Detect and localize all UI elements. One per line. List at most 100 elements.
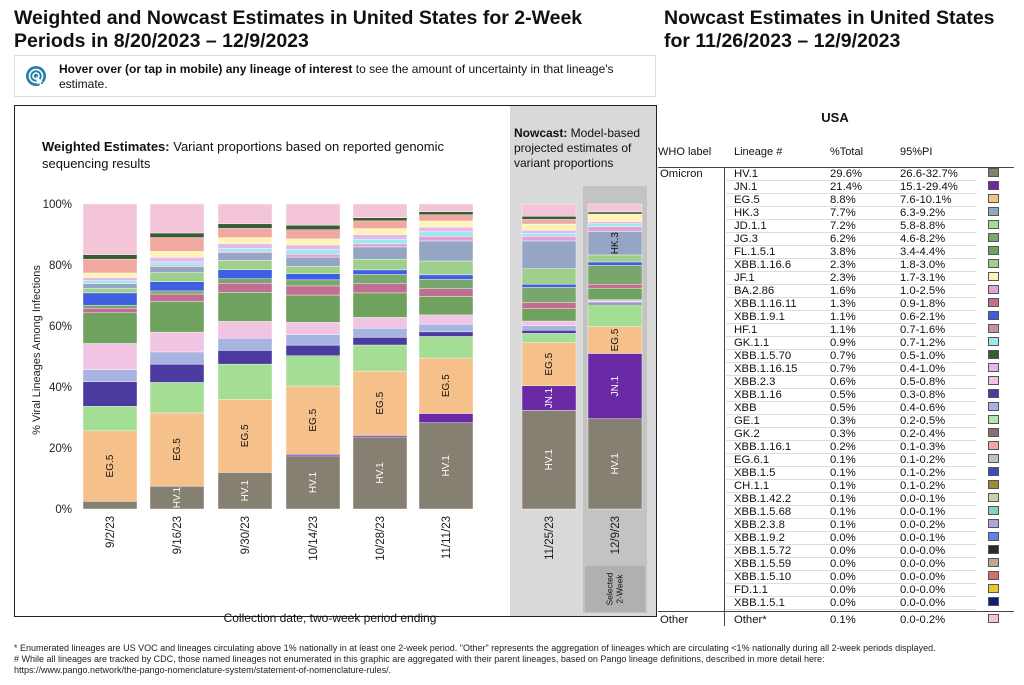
chart-frame <box>14 105 657 617</box>
table-row[interactable]: GE.1 0.3% 0.2-0.5% <box>658 415 1014 428</box>
table-row[interactable]: EG.6.1 0.1% 0.1-0.2% <box>658 454 1014 467</box>
table-row[interactable]: CH.1.1 0.1% 0.1-0.2% <box>658 480 1014 493</box>
table-row[interactable]: JD.1.1 7.2% 5.8-8.8% <box>658 220 1014 233</box>
bar-segment <box>82 292 138 306</box>
prediction-interval-cell: 0.4-1.0% <box>900 363 946 375</box>
bar-segment <box>149 272 205 282</box>
table-row[interactable]: JN.1 21.4% 15.1-29.4% <box>658 181 1014 194</box>
table-row[interactable]: XBB.1.16.15 0.7% 0.4-1.0% <box>658 363 1014 376</box>
table-row[interactable]: GK.2 0.3% 0.2-0.4% <box>658 428 1014 441</box>
table-row[interactable]: XBB.1.5.72 0.0% 0.0-0.0% <box>658 545 1014 558</box>
footnote-link[interactable]: https://www.pango.network/the-pango-nome… <box>14 665 392 675</box>
nowcast-label-bold: Nowcast: <box>514 126 568 140</box>
row-divider <box>726 440 976 441</box>
color-swatch <box>988 454 999 463</box>
bar-segment <box>352 239 408 245</box>
prediction-interval-cell: 0.1-0.2% <box>900 467 946 479</box>
bar-segment <box>521 236 577 242</box>
table-row[interactable]: XBB.2.3.8 0.1% 0.0-0.2% <box>658 519 1014 532</box>
prediction-interval-cell: 4.6-8.2% <box>900 233 946 245</box>
row-divider <box>726 193 976 194</box>
row-divider <box>726 570 976 571</box>
bar-segment <box>82 288 138 294</box>
bar-segment <box>217 363 273 400</box>
table-row[interactable]: GK.1.1 0.9% 0.7-1.2% <box>658 337 1014 350</box>
bar-segment <box>82 308 138 314</box>
table-row[interactable]: JG.3 6.2% 4.6-8.2% <box>658 233 1014 246</box>
bar-data-label: JN.1 <box>544 387 555 408</box>
row-divider <box>726 362 976 363</box>
table-column-divider <box>724 167 725 626</box>
table-row[interactable]: Omicron HV.1 29.6% 26.6-32.7% <box>658 168 1014 181</box>
table-row[interactable]: XBB.1.5.70 0.7% 0.5-1.0% <box>658 350 1014 363</box>
bar-segment <box>217 251 273 253</box>
table-row[interactable]: XBB.1.9.2 0.0% 0.0-0.1% <box>658 532 1014 545</box>
percent-total-cell: 0.0% <box>830 584 856 596</box>
percent-total-cell: 0.1% <box>830 614 856 626</box>
table-row[interactable]: FD.1.1 0.0% 0.0-0.0% <box>658 584 1014 597</box>
table-row[interactable]: XBB.1.5.59 0.0% 0.0-0.0% <box>658 558 1014 571</box>
table-row[interactable]: XBB.1.5.68 0.1% 0.0-0.1% <box>658 506 1014 519</box>
table-row[interactable]: HF.1 1.1% 0.7-1.6% <box>658 324 1014 337</box>
bar-segment <box>82 277 138 281</box>
table-row[interactable]: XBB.1.9.1 1.1% 0.6-2.1% <box>658 311 1014 324</box>
lineage-cell: XBB.1.5.59 <box>734 558 792 570</box>
bar-segment <box>521 302 577 309</box>
table-row[interactable]: EG.5 8.8% 7.6-10.1% <box>658 194 1014 207</box>
row-divider <box>726 349 976 350</box>
table-row[interactable]: Other Other* 0.1% 0.0-0.2% <box>658 614 1014 627</box>
bar-segment <box>418 413 474 423</box>
bar-segment <box>418 274 474 280</box>
x-tick-label: 9/30/23 <box>240 516 252 554</box>
table-row[interactable]: BA.2.86 1.6% 1.0-2.5% <box>658 285 1014 298</box>
table-row[interactable]: XBB.1.16.1 0.2% 0.1-0.3% <box>658 441 1014 454</box>
lineage-cell: XBB.1.5.10 <box>734 571 792 583</box>
row-divider <box>726 479 976 480</box>
bar-segment <box>418 240 474 262</box>
table-row[interactable]: XBB.1.16.6 2.3% 1.8-3.0% <box>658 259 1014 272</box>
prediction-interval-cell: 0.9-1.8% <box>900 298 946 310</box>
bar-segment <box>82 272 138 278</box>
bar-segment <box>587 226 643 232</box>
row-divider <box>726 453 976 454</box>
bar-segment <box>285 256 341 267</box>
table-row[interactable]: XBB.1.16.11 1.3% 0.9-1.8% <box>658 298 1014 311</box>
x-tick-label: 9/2/23 <box>105 516 117 548</box>
table-row[interactable]: XBB 0.5% 0.4-0.6% <box>658 402 1014 415</box>
bar-segment <box>352 317 408 329</box>
bar-segment <box>149 261 205 266</box>
percent-total-cell: 0.7% <box>830 350 856 362</box>
bar-segment <box>82 312 138 344</box>
lineage-cell: EG.5 <box>734 194 760 206</box>
row-divider <box>726 609 976 610</box>
prediction-interval-cell: 6.3-9.2% <box>900 207 946 219</box>
table-row[interactable]: HK.3 7.7% 6.3-9.2% <box>658 207 1014 220</box>
bar-segment <box>149 382 205 414</box>
prediction-interval-cell: 0.1-0.3% <box>900 441 946 453</box>
bar-segment <box>587 301 643 304</box>
bar-segment <box>418 331 474 337</box>
bar-segment <box>521 219 577 225</box>
table-row[interactable]: XBB.1.42.2 0.1% 0.0-0.1% <box>658 493 1014 506</box>
selected-period-box[interactable]: Selected 2-Week <box>585 566 645 612</box>
bar-segment <box>521 229 577 234</box>
bar-segment <box>285 279 341 287</box>
table-row[interactable]: JF.1 2.3% 1.7-3.1% <box>658 272 1014 285</box>
percent-total-cell: 6.2% <box>830 233 856 245</box>
row-divider <box>726 271 976 272</box>
table-row[interactable]: XBB.1.5.10 0.0% 0.0-0.0% <box>658 571 1014 584</box>
bar-segment <box>285 455 341 510</box>
percent-total-cell: 0.1% <box>830 467 856 479</box>
bar-segment <box>149 203 205 234</box>
percent-total-cell: 0.0% <box>830 597 856 609</box>
percent-total-cell: 1.3% <box>830 298 856 310</box>
prediction-interval-cell: 0.0-0.0% <box>900 571 946 583</box>
color-swatch <box>988 181 999 190</box>
prediction-interval-cell: 0.0-0.0% <box>900 584 946 596</box>
table-row[interactable]: XBB.1.5 0.1% 0.1-0.2% <box>658 467 1014 480</box>
table-row[interactable]: XBB.2.3 0.6% 0.5-0.8% <box>658 376 1014 389</box>
table-row[interactable]: XBB.1.16 0.5% 0.3-0.8% <box>658 389 1014 402</box>
bar-segment <box>82 280 138 284</box>
table-row[interactable]: XBB.1.5.1 0.0% 0.0-0.0% <box>658 597 1014 610</box>
table-row[interactable]: FL.1.5.1 3.8% 3.4-4.4% <box>658 246 1014 259</box>
